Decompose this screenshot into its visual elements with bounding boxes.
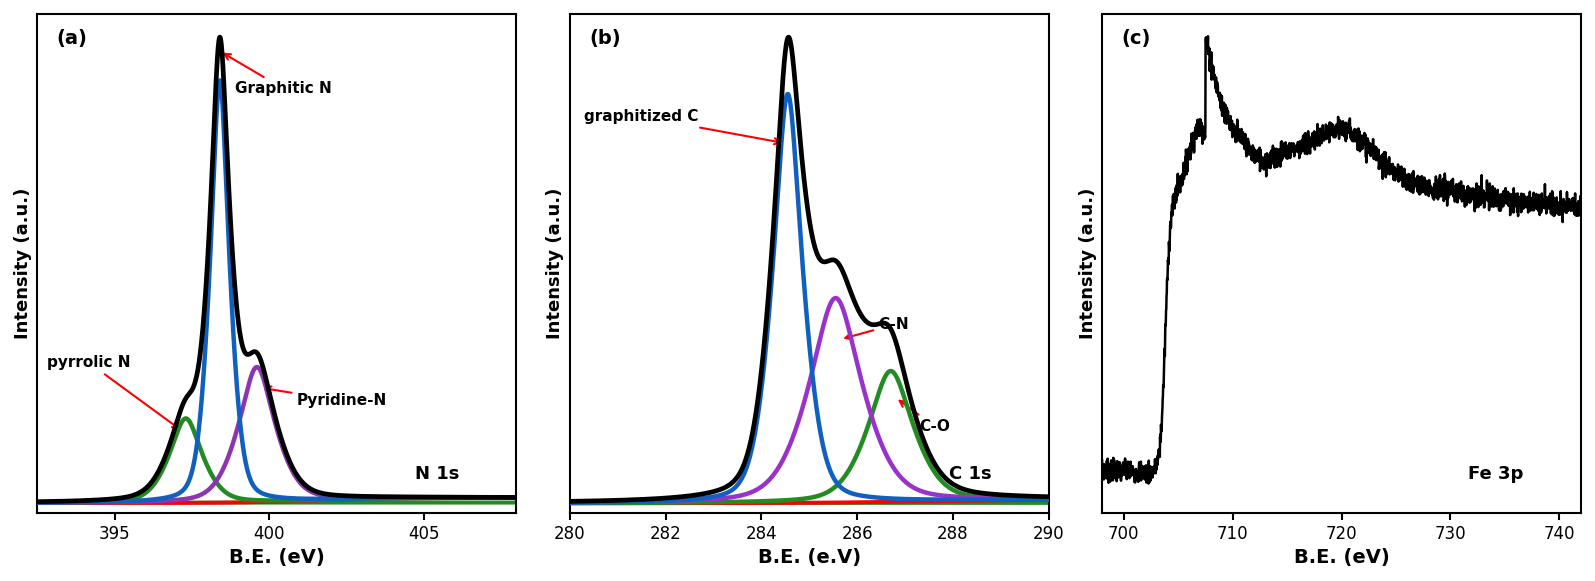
X-axis label: B.E. (eV): B.E. (eV) xyxy=(230,548,325,567)
Text: Fe 3p: Fe 3p xyxy=(1469,465,1523,483)
Text: Graphitic N: Graphitic N xyxy=(225,54,332,96)
Y-axis label: Intensity (a.u.): Intensity (a.u.) xyxy=(14,188,32,339)
Text: C-O: C-O xyxy=(900,401,951,434)
Text: (b): (b) xyxy=(589,29,620,48)
Text: C 1s: C 1s xyxy=(949,465,992,483)
Y-axis label: Intensity (a.u.): Intensity (a.u.) xyxy=(545,188,565,339)
Text: N 1s: N 1s xyxy=(415,465,459,483)
X-axis label: B.E. (e.V): B.E. (e.V) xyxy=(758,548,861,567)
Text: (a): (a) xyxy=(56,29,88,48)
Text: graphitized C: graphitized C xyxy=(584,109,780,144)
X-axis label: B.E. (eV): B.E. (eV) xyxy=(1294,548,1389,567)
Text: C-N: C-N xyxy=(845,317,909,339)
Y-axis label: Intensity (a.u.): Intensity (a.u.) xyxy=(1078,188,1096,339)
Text: pyrrolic N: pyrrolic N xyxy=(46,355,179,428)
Text: (c): (c) xyxy=(1121,29,1150,48)
Text: Pyridine-N: Pyridine-N xyxy=(265,386,388,408)
